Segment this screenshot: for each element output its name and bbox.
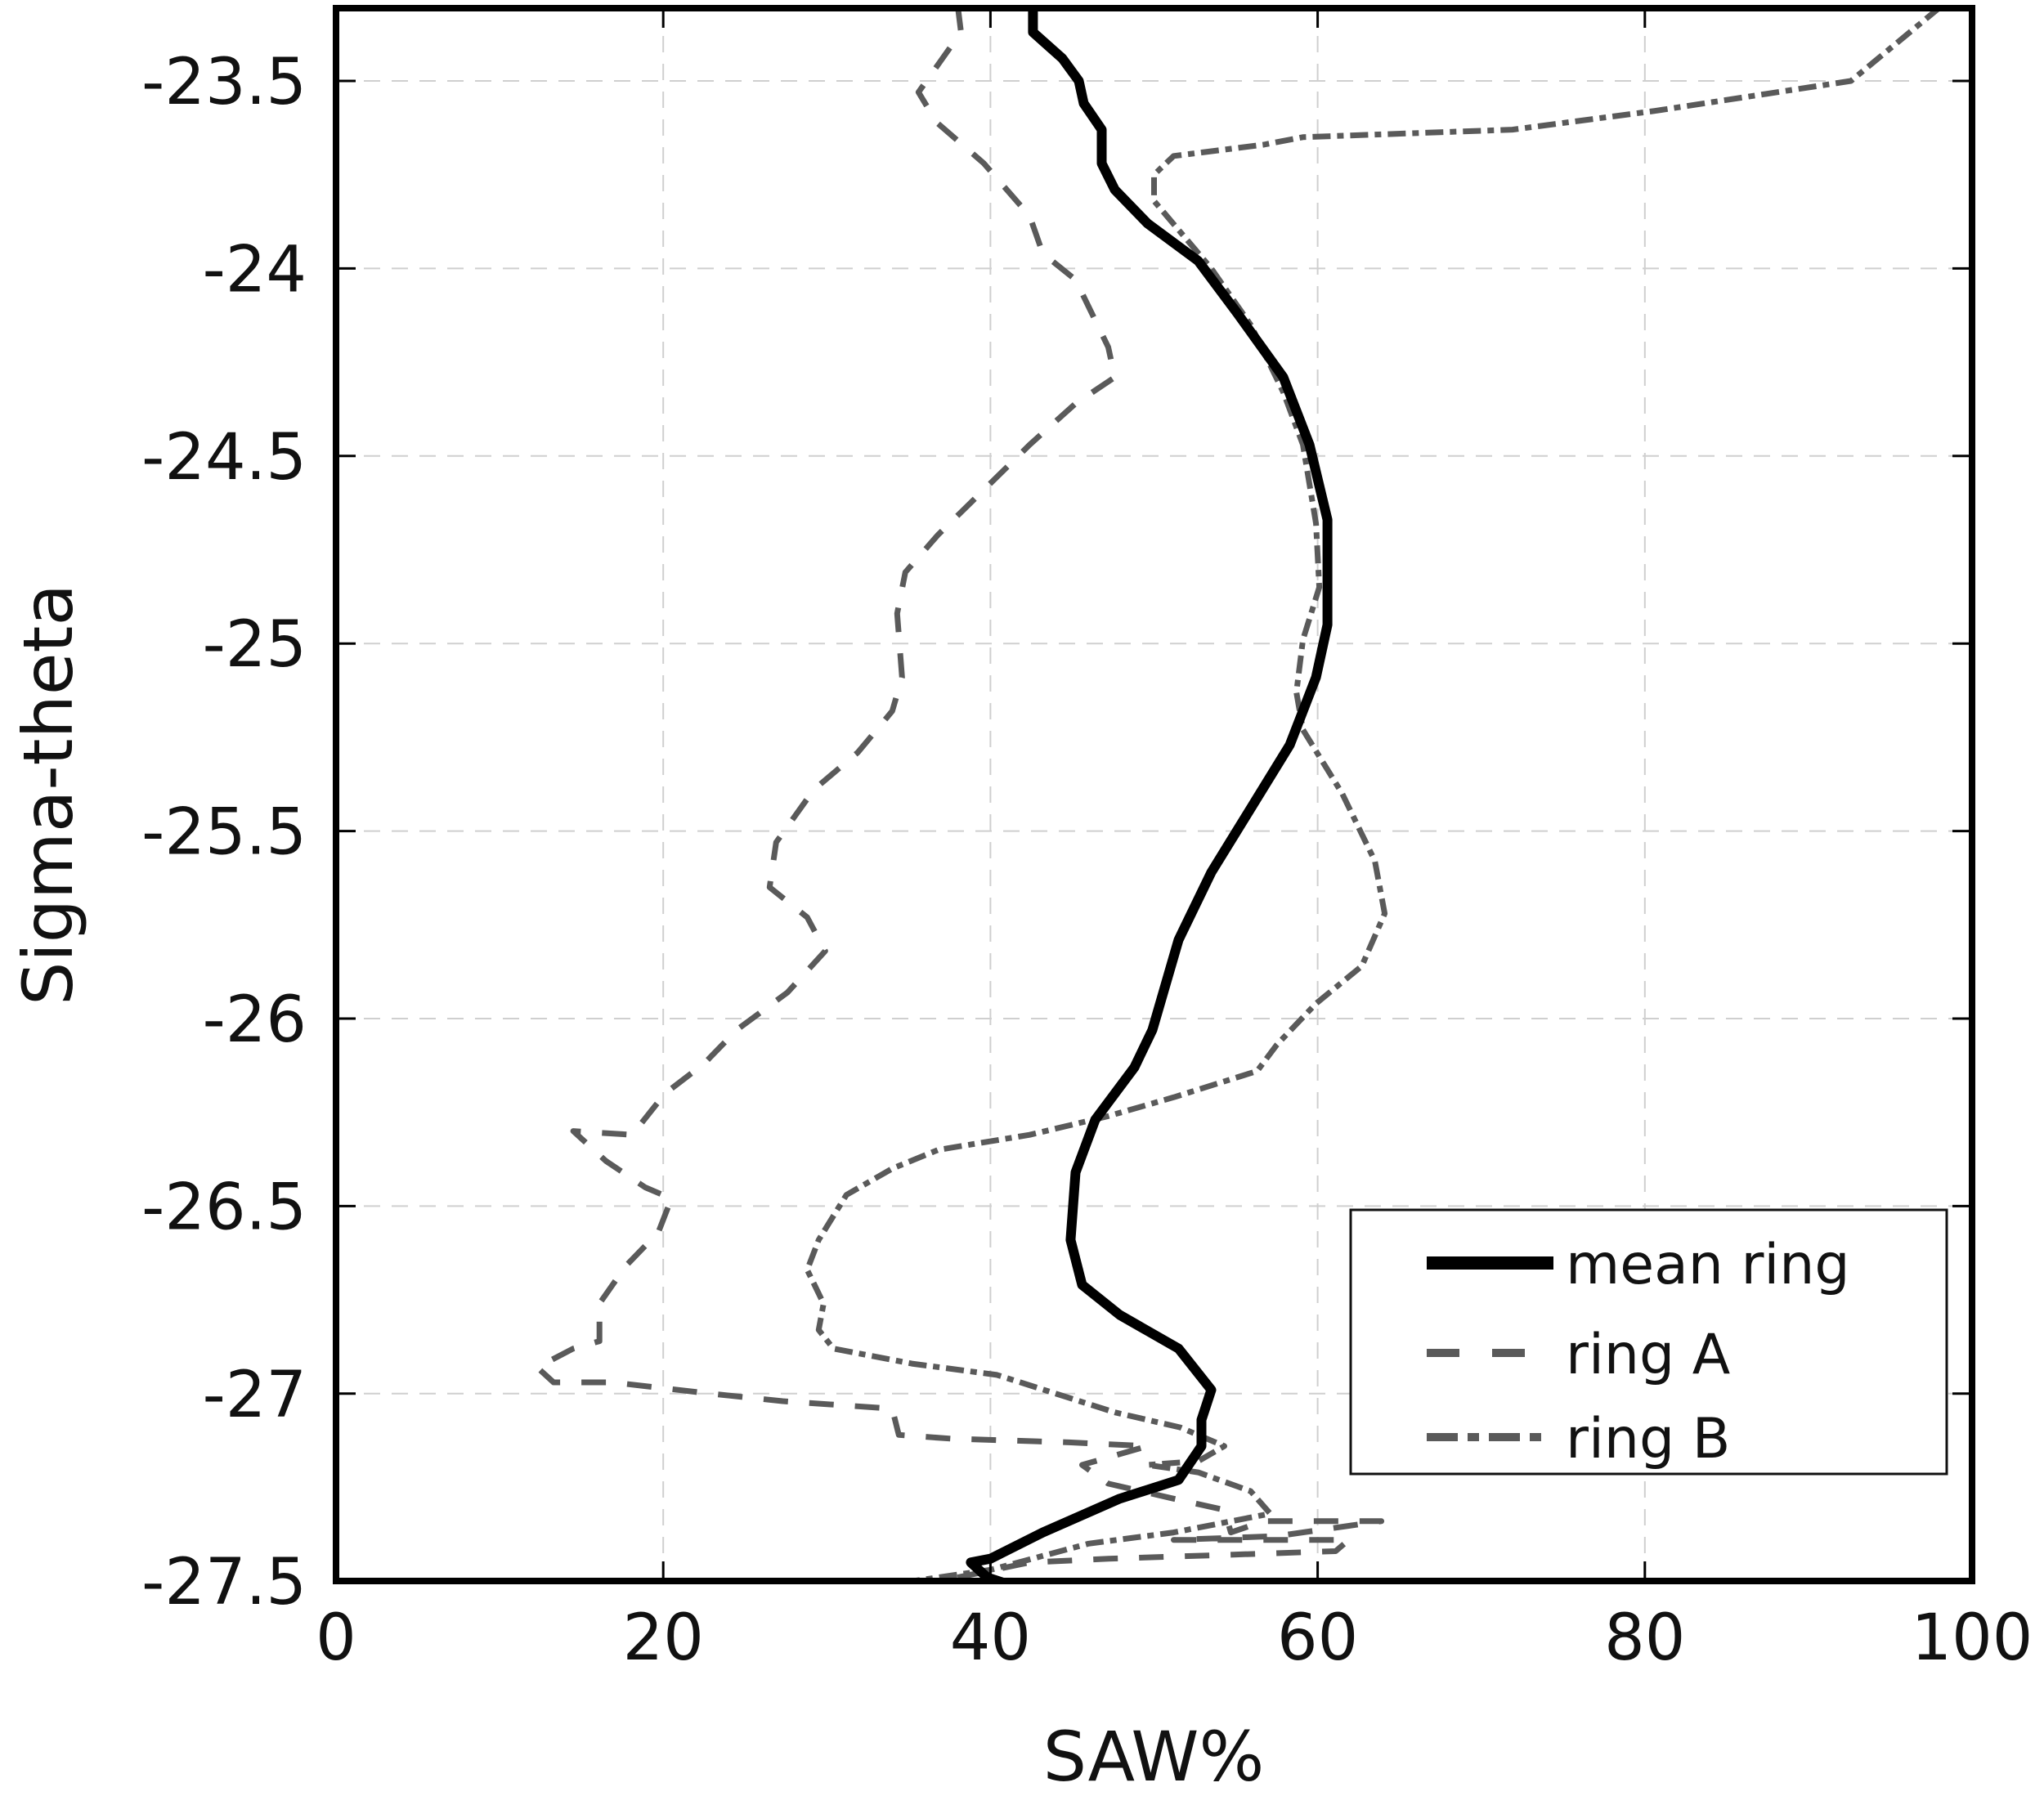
legend-box [1349,1208,1948,1476]
y-tick-label: -24.5 [141,421,307,495]
y-axis-title: Sigma-theta [8,584,88,1005]
legend-label-mean-ring: mean ring [1566,1233,1850,1297]
grid-lines [336,8,1972,1581]
legend-label-ring-b: ring B [1566,1407,1730,1471]
y-tick-label: -24 [203,233,307,307]
y-tick-label: -26 [203,983,307,1057]
x-tick-label: 60 [1277,1601,1358,1675]
x-tick-label: 100 [1912,1601,2033,1675]
y-tick-label: -27.5 [141,1546,307,1619]
series-ring-a [534,8,1385,1581]
axis-ticks [334,8,1974,1581]
x-tick-label: 80 [1604,1601,1685,1675]
y-tick-label: -23.5 [141,46,307,119]
plot-frame [333,5,1975,1584]
x-tick-label: 40 [950,1601,1031,1675]
x-tick-labels: 0 20 40 60 80 100 [316,1601,2033,1675]
x-axis-title: SAW% [1043,1717,1265,1796]
x-tick-label: 0 [316,1601,356,1675]
y-tick-label: -27 [203,1359,307,1432]
x-tick-label: 20 [623,1601,704,1675]
series-mean-ring [966,8,1333,1581]
series-ring-b [804,8,1943,1581]
legend: mean ring ring A ring B [1349,1208,1948,1476]
legend-label-ring-a: ring A [1566,1323,1730,1387]
y-tick-label: -25.5 [141,796,307,870]
series-lines [534,8,1943,1581]
y-tick-label: -26.5 [141,1171,307,1244]
y-tick-label: -25 [203,608,307,682]
y-tick-labels: -23.5 -24 -24.5 -25 -25.5 -26 -26.5 -27 -27.5 [141,46,307,1619]
